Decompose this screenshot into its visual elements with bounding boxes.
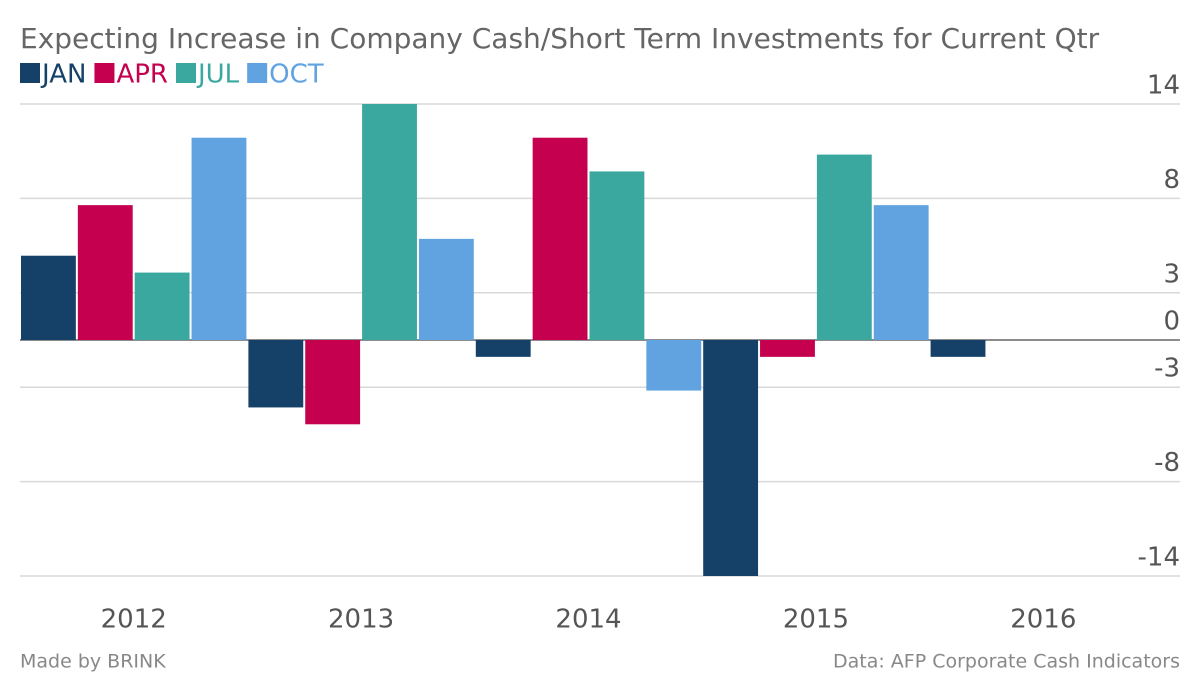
bar (646, 340, 702, 391)
y-tick-label: -14 (1138, 543, 1180, 573)
bar (760, 340, 815, 357)
legend-label: OCT (269, 60, 324, 90)
bar (191, 137, 247, 340)
bar (305, 340, 361, 425)
bar (248, 340, 304, 408)
y-tick-label: 3 (1163, 259, 1180, 289)
y-tick-label: -8 (1154, 448, 1180, 478)
legend-swatch (175, 63, 196, 83)
y-tick-label: -3 (1154, 354, 1180, 384)
bar (475, 340, 531, 357)
chart-title: Expecting Increase in Company Cash/Short… (20, 22, 1100, 55)
legend-swatch (247, 63, 268, 83)
y-tick-label: 14 (1147, 71, 1180, 101)
source: Data: AFP Corporate Cash Indicators (833, 651, 1180, 673)
bar (362, 104, 417, 340)
x-tick-label: 2012 (101, 605, 167, 635)
bar (703, 340, 759, 576)
legend-label: JAN (40, 60, 86, 90)
y-tick-label: 0 (1163, 307, 1180, 337)
bar (21, 255, 76, 340)
bar (418, 238, 474, 340)
bar (930, 340, 986, 357)
legend-swatch (20, 63, 40, 83)
x-tick-label: 2014 (555, 605, 621, 635)
credit: Made by BRINK (20, 651, 166, 673)
legend-label: JUL (196, 60, 240, 90)
legend-swatch (94, 63, 115, 83)
bar (532, 137, 588, 340)
y-tick-label: 8 (1163, 165, 1180, 195)
bar (816, 154, 872, 340)
bar (77, 205, 133, 340)
x-tick-label: 2013 (328, 605, 394, 635)
bar (134, 272, 190, 340)
x-tick-label: 2016 (1010, 605, 1076, 635)
x-tick-label: 2015 (783, 605, 849, 635)
bar (589, 171, 645, 340)
bar (873, 205, 929, 340)
legend-label: APR (116, 60, 168, 90)
